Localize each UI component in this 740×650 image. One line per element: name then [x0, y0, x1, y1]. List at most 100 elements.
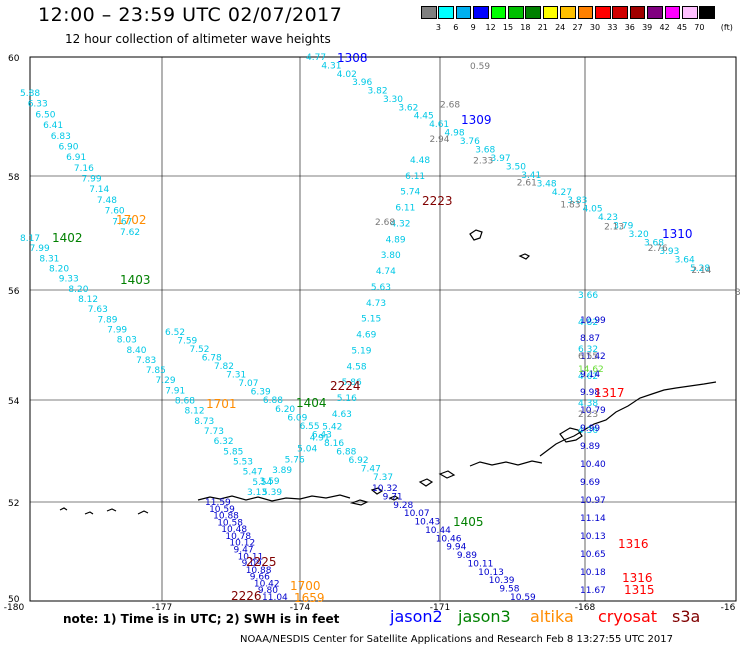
wave-height-value: 5.15: [361, 315, 381, 325]
scale-label: 30: [589, 23, 601, 32]
wave-height-value: 6.20: [275, 405, 295, 415]
wave-height-value: 9.09: [242, 559, 262, 569]
wave-height-value: 8.12: [185, 407, 205, 417]
longitude-label: -177: [152, 603, 172, 613]
wave-height-value: 6.83: [51, 132, 71, 142]
latitude-label: 50: [8, 595, 20, 605]
wave-height-value: 8.16: [324, 439, 344, 449]
wave-height-value: 10.78: [225, 532, 251, 542]
pass-number-label: 1701: [206, 397, 237, 411]
latitude-labels: 60 58 56 54 52 50: [8, 54, 20, 605]
wave-height-value: 5.47: [243, 468, 263, 478]
wave-height-value: 10.65: [580, 550, 606, 560]
wave-height-value: 4.32: [390, 219, 410, 229]
wave-height-value: 6.90: [58, 142, 78, 152]
scale-label: 21: [537, 23, 548, 32]
pass-number-label: 1402: [52, 231, 83, 245]
wave-height-value: 4.45: [414, 112, 434, 122]
wave-height-value: 7.85: [146, 366, 166, 376]
wave-height-value: 6.88: [263, 396, 283, 406]
pass-number-label: 1315: [624, 583, 655, 597]
longitude-label: -171: [430, 603, 450, 613]
wave-height-value: 5.16: [337, 394, 357, 404]
wave-height-value: 4.91: [310, 434, 330, 444]
wave-height-value: 11.04: [262, 593, 288, 603]
wave-height-value: 5.53: [233, 458, 253, 468]
wave-height-value: 3.64: [675, 256, 695, 266]
wave-height-value: 6.32: [578, 345, 598, 355]
footer-credit: NOAA/NESDIS Center for Satellite Applica…: [240, 634, 673, 645]
scale-label: 15: [502, 23, 514, 32]
wave-height-value: 8.68: [175, 397, 195, 407]
wave-height-value: 4.73: [366, 299, 386, 309]
wave-height-value: 7.63: [88, 305, 108, 315]
wave-height-tracks: 4.774.314.023.963.823.303.624.454.614.98…: [20, 53, 740, 603]
wave-height-value: 4.27: [552, 188, 572, 198]
wave-height-value: 0.59: [470, 62, 490, 72]
wave-height-value: 7.47: [361, 464, 381, 474]
wave-height-value: 10.13: [580, 532, 606, 542]
wave-height-value: 6.50: [35, 110, 55, 120]
wave-height-value: 3.60: [735, 288, 740, 298]
wave-height-value: 7.99: [30, 244, 50, 254]
wave-height-value: 3.20: [629, 230, 649, 240]
aleutian-island-5: [438, 470, 456, 479]
pribilof-island-1: [469, 229, 483, 241]
wave-height-value: 6.11: [405, 172, 425, 182]
wave-height-value: 2.94: [429, 135, 449, 145]
scale-label: 3: [435, 23, 441, 32]
wave-height-value: 4.98: [445, 128, 465, 138]
wave-height-value: 7.99: [107, 325, 127, 335]
scale-swatch: [629, 6, 646, 19]
pass-number-label: 2223: [422, 194, 453, 208]
wave-height-value: 10.59: [209, 505, 235, 515]
wave-height-value: 9.98: [580, 388, 600, 398]
latitude-label: 54: [8, 397, 20, 407]
latitude-label: 60: [8, 54, 20, 64]
wave-height-value: 10.11: [238, 552, 264, 562]
wave-height-value: 4.48: [410, 156, 430, 166]
wave-height-value: 10.40: [580, 460, 606, 470]
wave-height-value: 11.67: [580, 586, 606, 596]
scale-swatch: [699, 6, 715, 19]
scale-swatch: [542, 6, 559, 19]
wave-height-value: 7.89: [97, 315, 117, 325]
scale-swatch: [560, 6, 576, 19]
longitude-label: -174: [290, 603, 311, 613]
wave-height-value: 2.33: [473, 157, 493, 167]
wave-height-value: 8.73: [194, 417, 214, 427]
pass-number-label: 2224: [330, 379, 361, 393]
scale-swatch: [473, 6, 489, 19]
units-note: note: 1) Time is in UTC; 2) SWH is in fe…: [63, 612, 340, 626]
wave-height-value: 5.04: [297, 444, 317, 454]
pass-number-label: 1308: [337, 51, 368, 65]
scale-swatch: [664, 6, 681, 19]
scale-label: 6: [453, 23, 459, 32]
wave-height-value: 8.12: [78, 295, 98, 305]
scale-swatch: [682, 6, 698, 19]
wave-height-value: 10.18: [580, 568, 606, 578]
pass-number-label: 1403: [120, 273, 151, 287]
small-islands-south: [59, 507, 149, 515]
coastline: [59, 229, 717, 515]
wave-height-value: 10.97: [580, 496, 606, 506]
wave-height-value: 6.92: [349, 456, 369, 466]
pass-number-label: 1309: [461, 113, 492, 127]
page-title: 12:00 – 23:59 UTC 02/07/2017: [38, 4, 343, 26]
wave-height-value: 9.71: [383, 492, 403, 502]
wave-height-value: 7.37: [373, 473, 393, 483]
wave-height-value: 10.88: [213, 512, 239, 522]
wave-height-value: 11.59: [205, 498, 231, 508]
wave-height-value: 5.42: [322, 423, 342, 433]
wave-height-value: 8.40: [126, 346, 146, 356]
wave-height-value: 3.82: [368, 87, 388, 97]
scale-label: 12: [485, 23, 496, 32]
wave-height-value: 3.48: [537, 179, 557, 189]
legend-item-jason3: jason3: [458, 607, 511, 626]
wave-height-value: 3.76: [460, 137, 480, 147]
wave-height-value: 7.91: [165, 386, 185, 396]
wave-height-value: 4.61: [429, 120, 449, 130]
wave-height-value: 3.80: [381, 251, 401, 261]
scale-swatch: [595, 6, 611, 19]
